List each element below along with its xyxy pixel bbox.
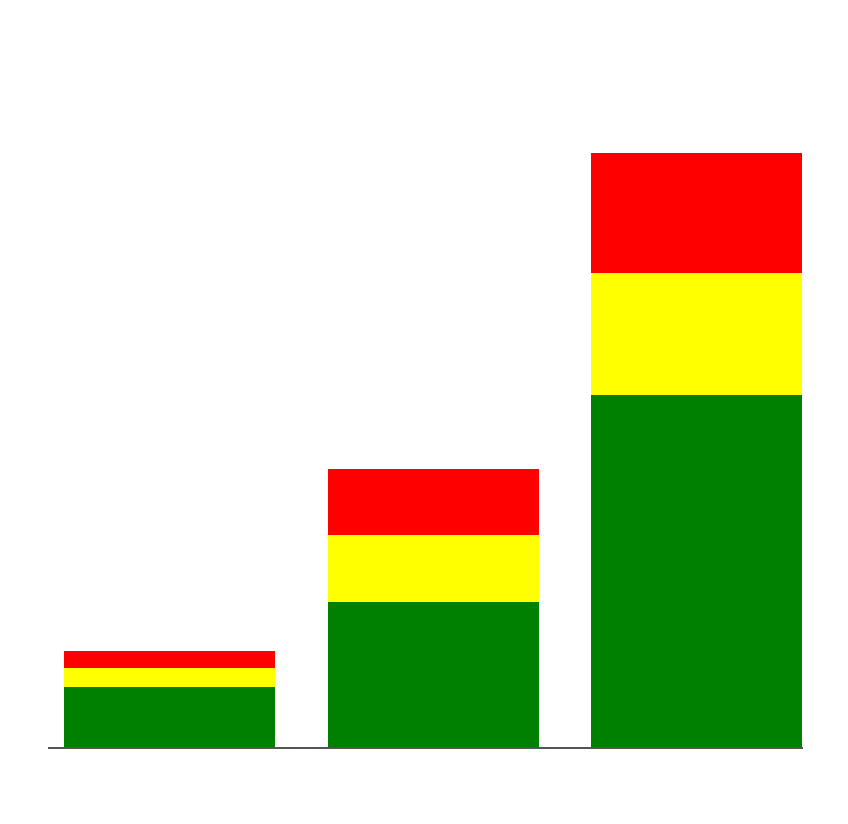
bar-segment-2-1	[328, 602, 539, 748]
bar-segment-1-2	[64, 668, 275, 687]
bar-segment-2-2	[328, 535, 539, 602]
bar-segment-1-1	[64, 687, 275, 748]
bar-segment-2-3	[328, 469, 539, 535]
bar-segment-1-3	[64, 651, 275, 668]
bar-segment-3-3	[591, 153, 802, 273]
bars-layer	[64, 153, 802, 748]
bar-segment-3-2	[591, 273, 802, 395]
bar-segment-3-1	[591, 395, 802, 748]
